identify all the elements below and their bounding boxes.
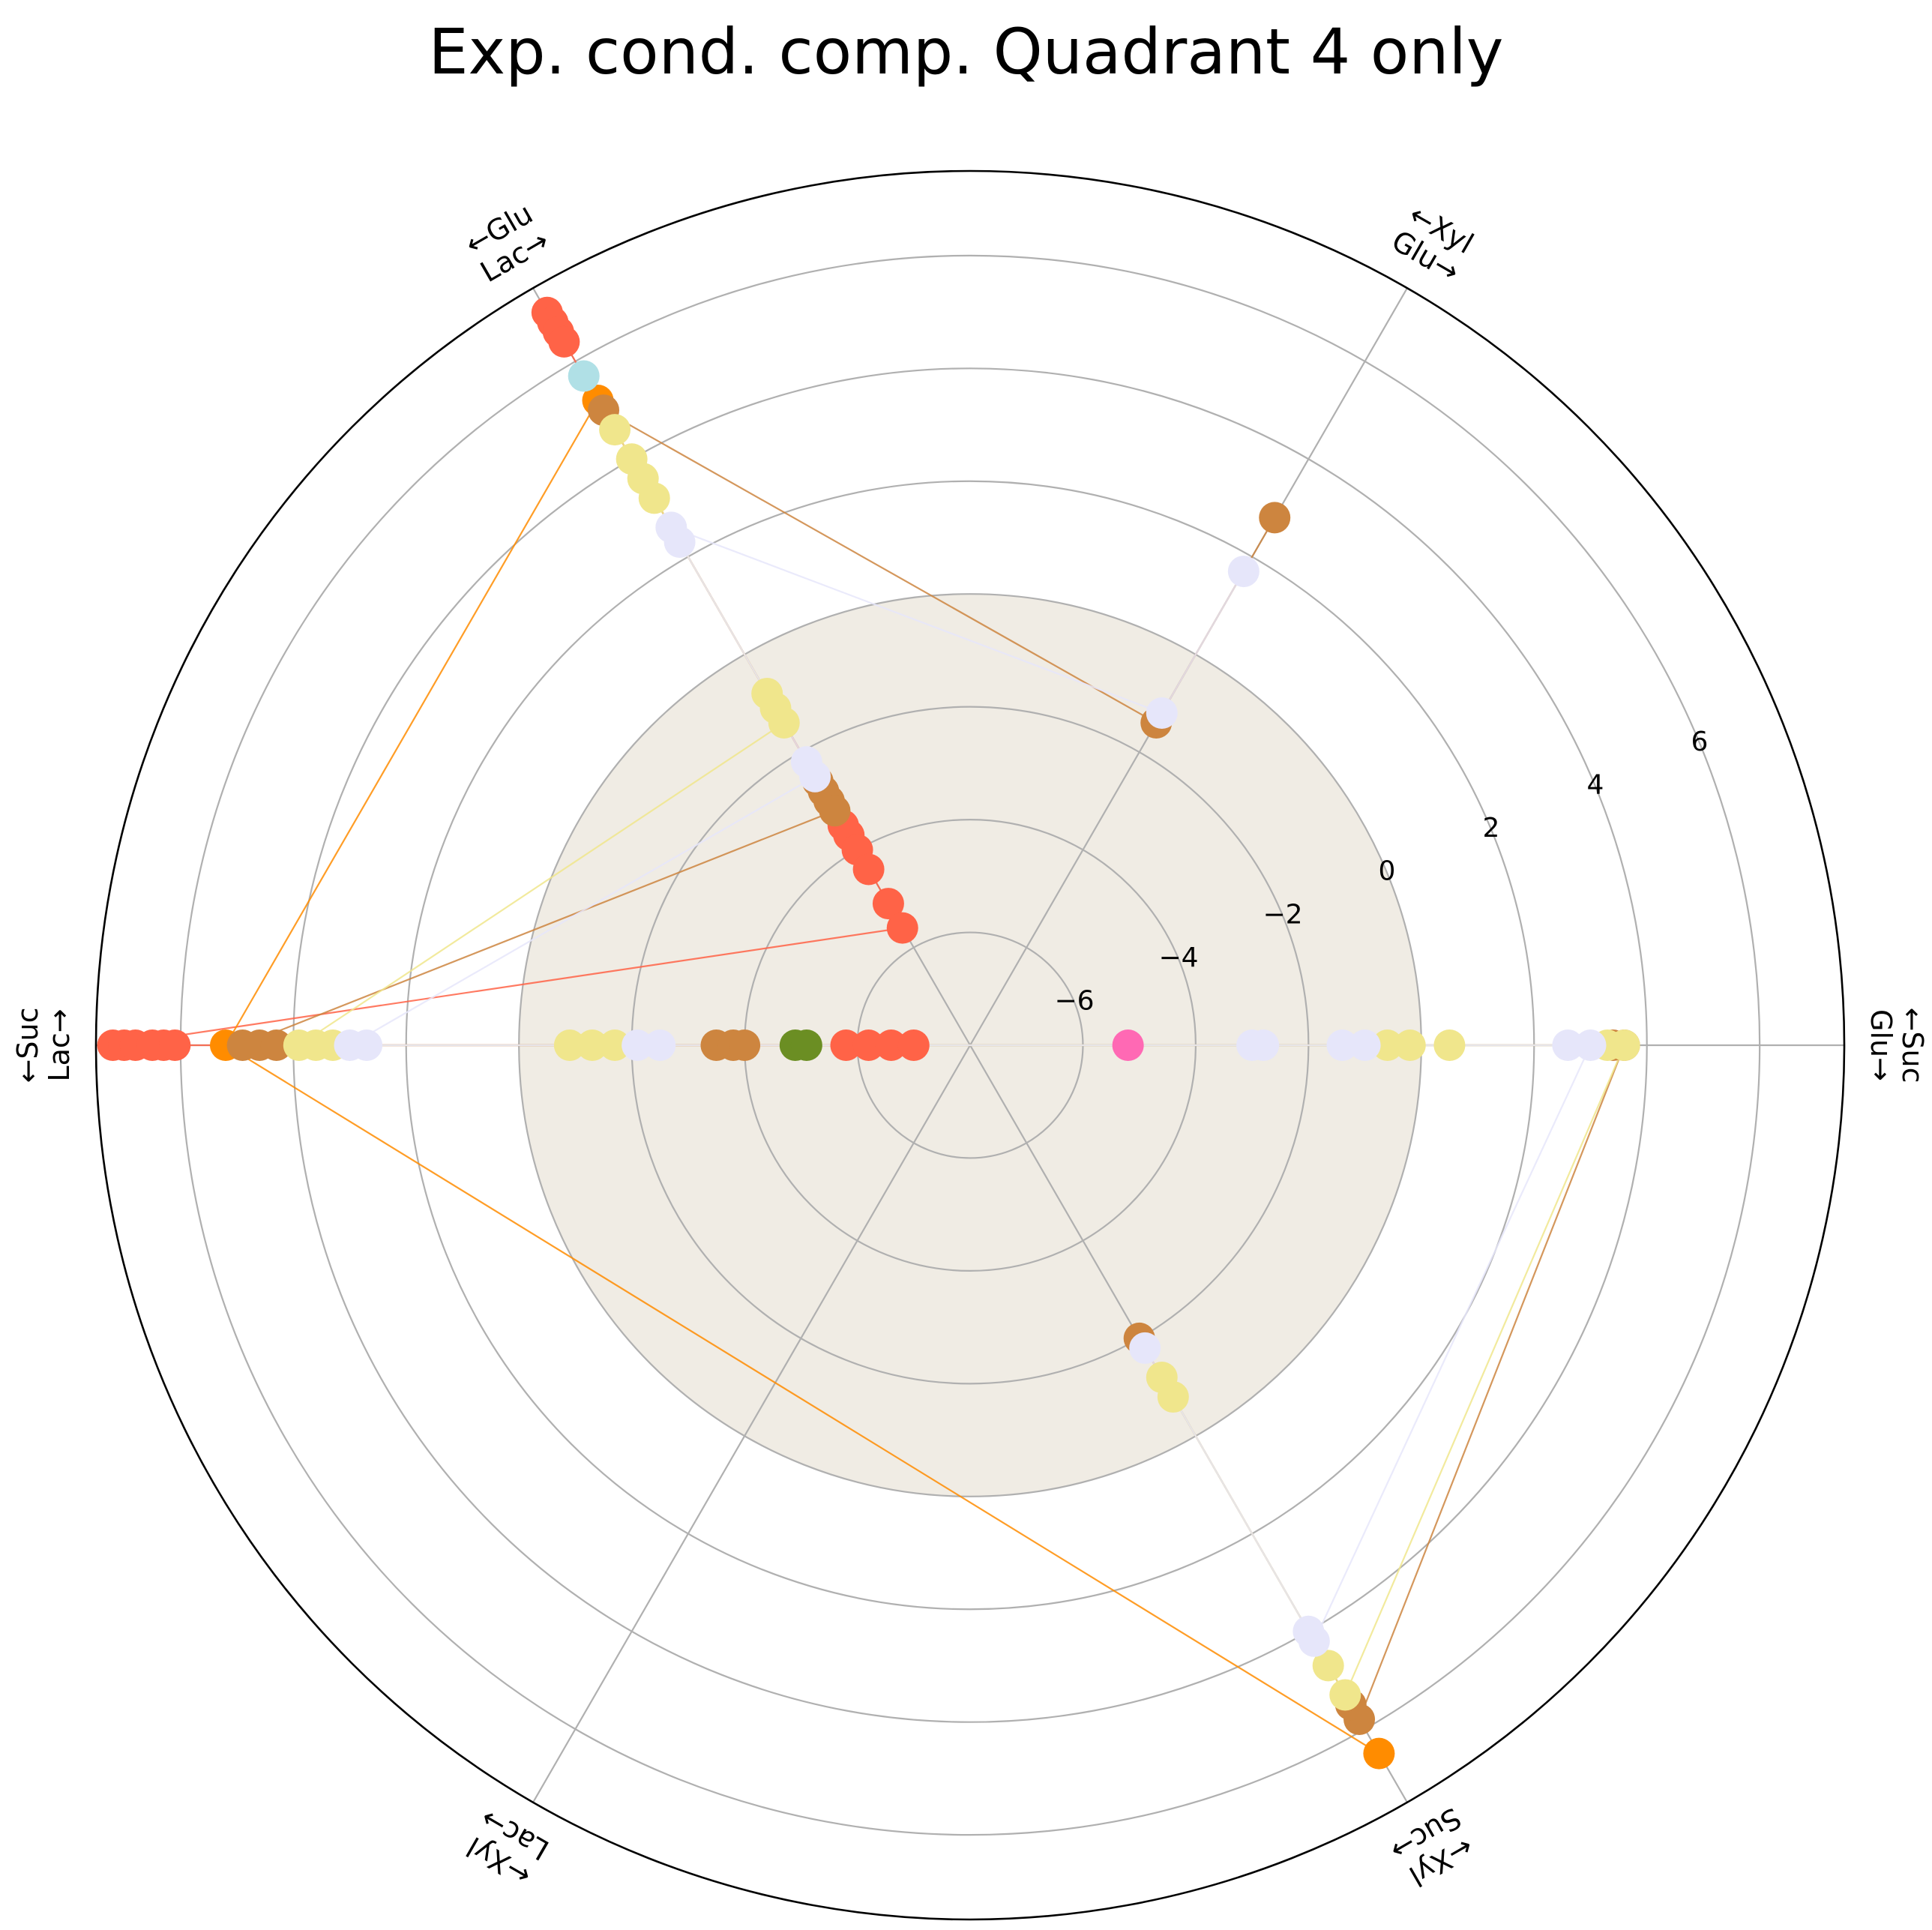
data-point <box>548 325 580 358</box>
data-point <box>576 1029 608 1061</box>
data-point <box>1312 1650 1344 1682</box>
series-line-segment <box>603 409 1157 724</box>
data-point <box>799 760 831 793</box>
data-point <box>1329 1679 1361 1711</box>
data-point <box>1157 1381 1189 1413</box>
data-point <box>1259 502 1291 534</box>
data-point <box>852 853 885 886</box>
data-point <box>852 1029 885 1061</box>
data-point <box>790 1029 822 1061</box>
series-line-segment <box>1358 1044 1625 1720</box>
data-point <box>1394 1029 1426 1061</box>
data-point <box>1112 1029 1144 1061</box>
spoke-label-line2: Glu→ <box>1865 1009 1898 1081</box>
data-point <box>1552 1029 1584 1061</box>
spoke-label-line2: Lac→ <box>43 1008 76 1081</box>
spoke-gridline <box>532 1044 971 1803</box>
data-point <box>1129 1332 1161 1364</box>
series-line-segment <box>1161 571 1245 714</box>
data-point <box>622 1029 654 1061</box>
radial-tick-label: 0 <box>1379 856 1396 887</box>
series-line-segment <box>670 526 1163 715</box>
series-line-segment <box>349 775 816 1046</box>
data-point <box>638 482 670 514</box>
series-line-segment <box>225 1044 1379 1755</box>
data-point <box>1349 1029 1381 1061</box>
data-point <box>1248 1029 1280 1061</box>
data-point <box>1292 1615 1325 1647</box>
series-line-segment <box>1313 1044 1592 1642</box>
data-point <box>897 1029 930 1061</box>
data-point <box>886 912 918 944</box>
data-point <box>729 1029 761 1061</box>
data-point <box>1227 556 1260 588</box>
series-line-segment <box>298 722 785 1046</box>
data-point <box>1326 1029 1358 1061</box>
data-point <box>599 414 631 446</box>
chart-title: Exp. cond. comp. Quadrant 4 only <box>428 15 1504 88</box>
data-point <box>1363 1737 1395 1770</box>
data-point <box>875 1029 907 1061</box>
radial-tick-label: 2 <box>1483 813 1500 844</box>
spoke-label-line1: ←Suc <box>1896 1008 1929 1083</box>
data-point <box>768 707 800 739</box>
data-point <box>568 360 600 392</box>
data-point <box>1146 697 1178 729</box>
data-point <box>1433 1029 1466 1061</box>
data-point <box>830 1029 862 1061</box>
radial-tick-label: 6 <box>1691 727 1709 757</box>
radial-tick-label: 4 <box>1587 770 1604 801</box>
data-point <box>663 526 696 558</box>
series-line-segment <box>242 810 835 1047</box>
data-point <box>260 1029 292 1061</box>
data-point <box>1574 1029 1607 1061</box>
spoke-label-line1: ←Suc <box>11 1008 44 1083</box>
polar-frame <box>94 169 1846 1921</box>
series-line-segment <box>112 927 903 1047</box>
data-point <box>599 1029 631 1061</box>
series-line-segment <box>225 400 599 1046</box>
series-line-segment <box>1344 1044 1625 1695</box>
radial-tick-label: −2 <box>1263 899 1302 930</box>
data-point <box>351 1029 383 1061</box>
data-point <box>872 888 904 920</box>
data-point <box>644 1029 676 1061</box>
data-point <box>159 1029 191 1061</box>
data-point <box>553 1029 586 1061</box>
data-point <box>1608 1029 1640 1061</box>
data-point <box>1371 1029 1403 1061</box>
radial-tick-label: −4 <box>1158 943 1198 973</box>
data-point <box>819 795 851 827</box>
radial-tick-label: −6 <box>1054 985 1094 1016</box>
